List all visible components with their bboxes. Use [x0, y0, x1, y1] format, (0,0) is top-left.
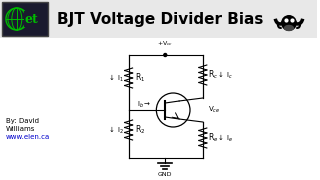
Text: V$_{ce}$: V$_{ce}$: [208, 105, 220, 115]
Text: $\downarrow$ I$_e$: $\downarrow$ I$_e$: [216, 132, 234, 144]
Text: $\downarrow$ I$_1$: $\downarrow$ I$_1$: [107, 72, 125, 84]
Text: GND: GND: [158, 172, 172, 177]
Text: R$_2$: R$_2$: [135, 124, 145, 136]
Circle shape: [281, 15, 297, 31]
Ellipse shape: [284, 26, 293, 30]
Text: I$_b$$\rightarrow$: I$_b$$\rightarrow$: [137, 100, 151, 110]
Text: R$_1$: R$_1$: [135, 72, 145, 84]
Text: $\downarrow$ I$_c$: $\downarrow$ I$_c$: [216, 69, 233, 81]
Text: +V$_{cc}$: +V$_{cc}$: [157, 39, 173, 48]
Text: R$_e$: R$_e$: [208, 132, 218, 144]
Text: BJT Voltage Divider Bias: BJT Voltage Divider Bias: [57, 12, 264, 26]
Text: et: et: [25, 12, 38, 26]
Text: By: David
Williams: By: David Williams: [6, 118, 39, 132]
Circle shape: [164, 53, 167, 57]
Circle shape: [156, 93, 190, 127]
Text: R$_c$: R$_c$: [208, 69, 218, 81]
Text: $\downarrow$ I$_2$: $\downarrow$ I$_2$: [107, 124, 125, 136]
Bar: [0, 0, 317, 38]
Text: www.elen.ca: www.elen.ca: [6, 134, 50, 140]
Bar: [2, 2, 47, 36]
